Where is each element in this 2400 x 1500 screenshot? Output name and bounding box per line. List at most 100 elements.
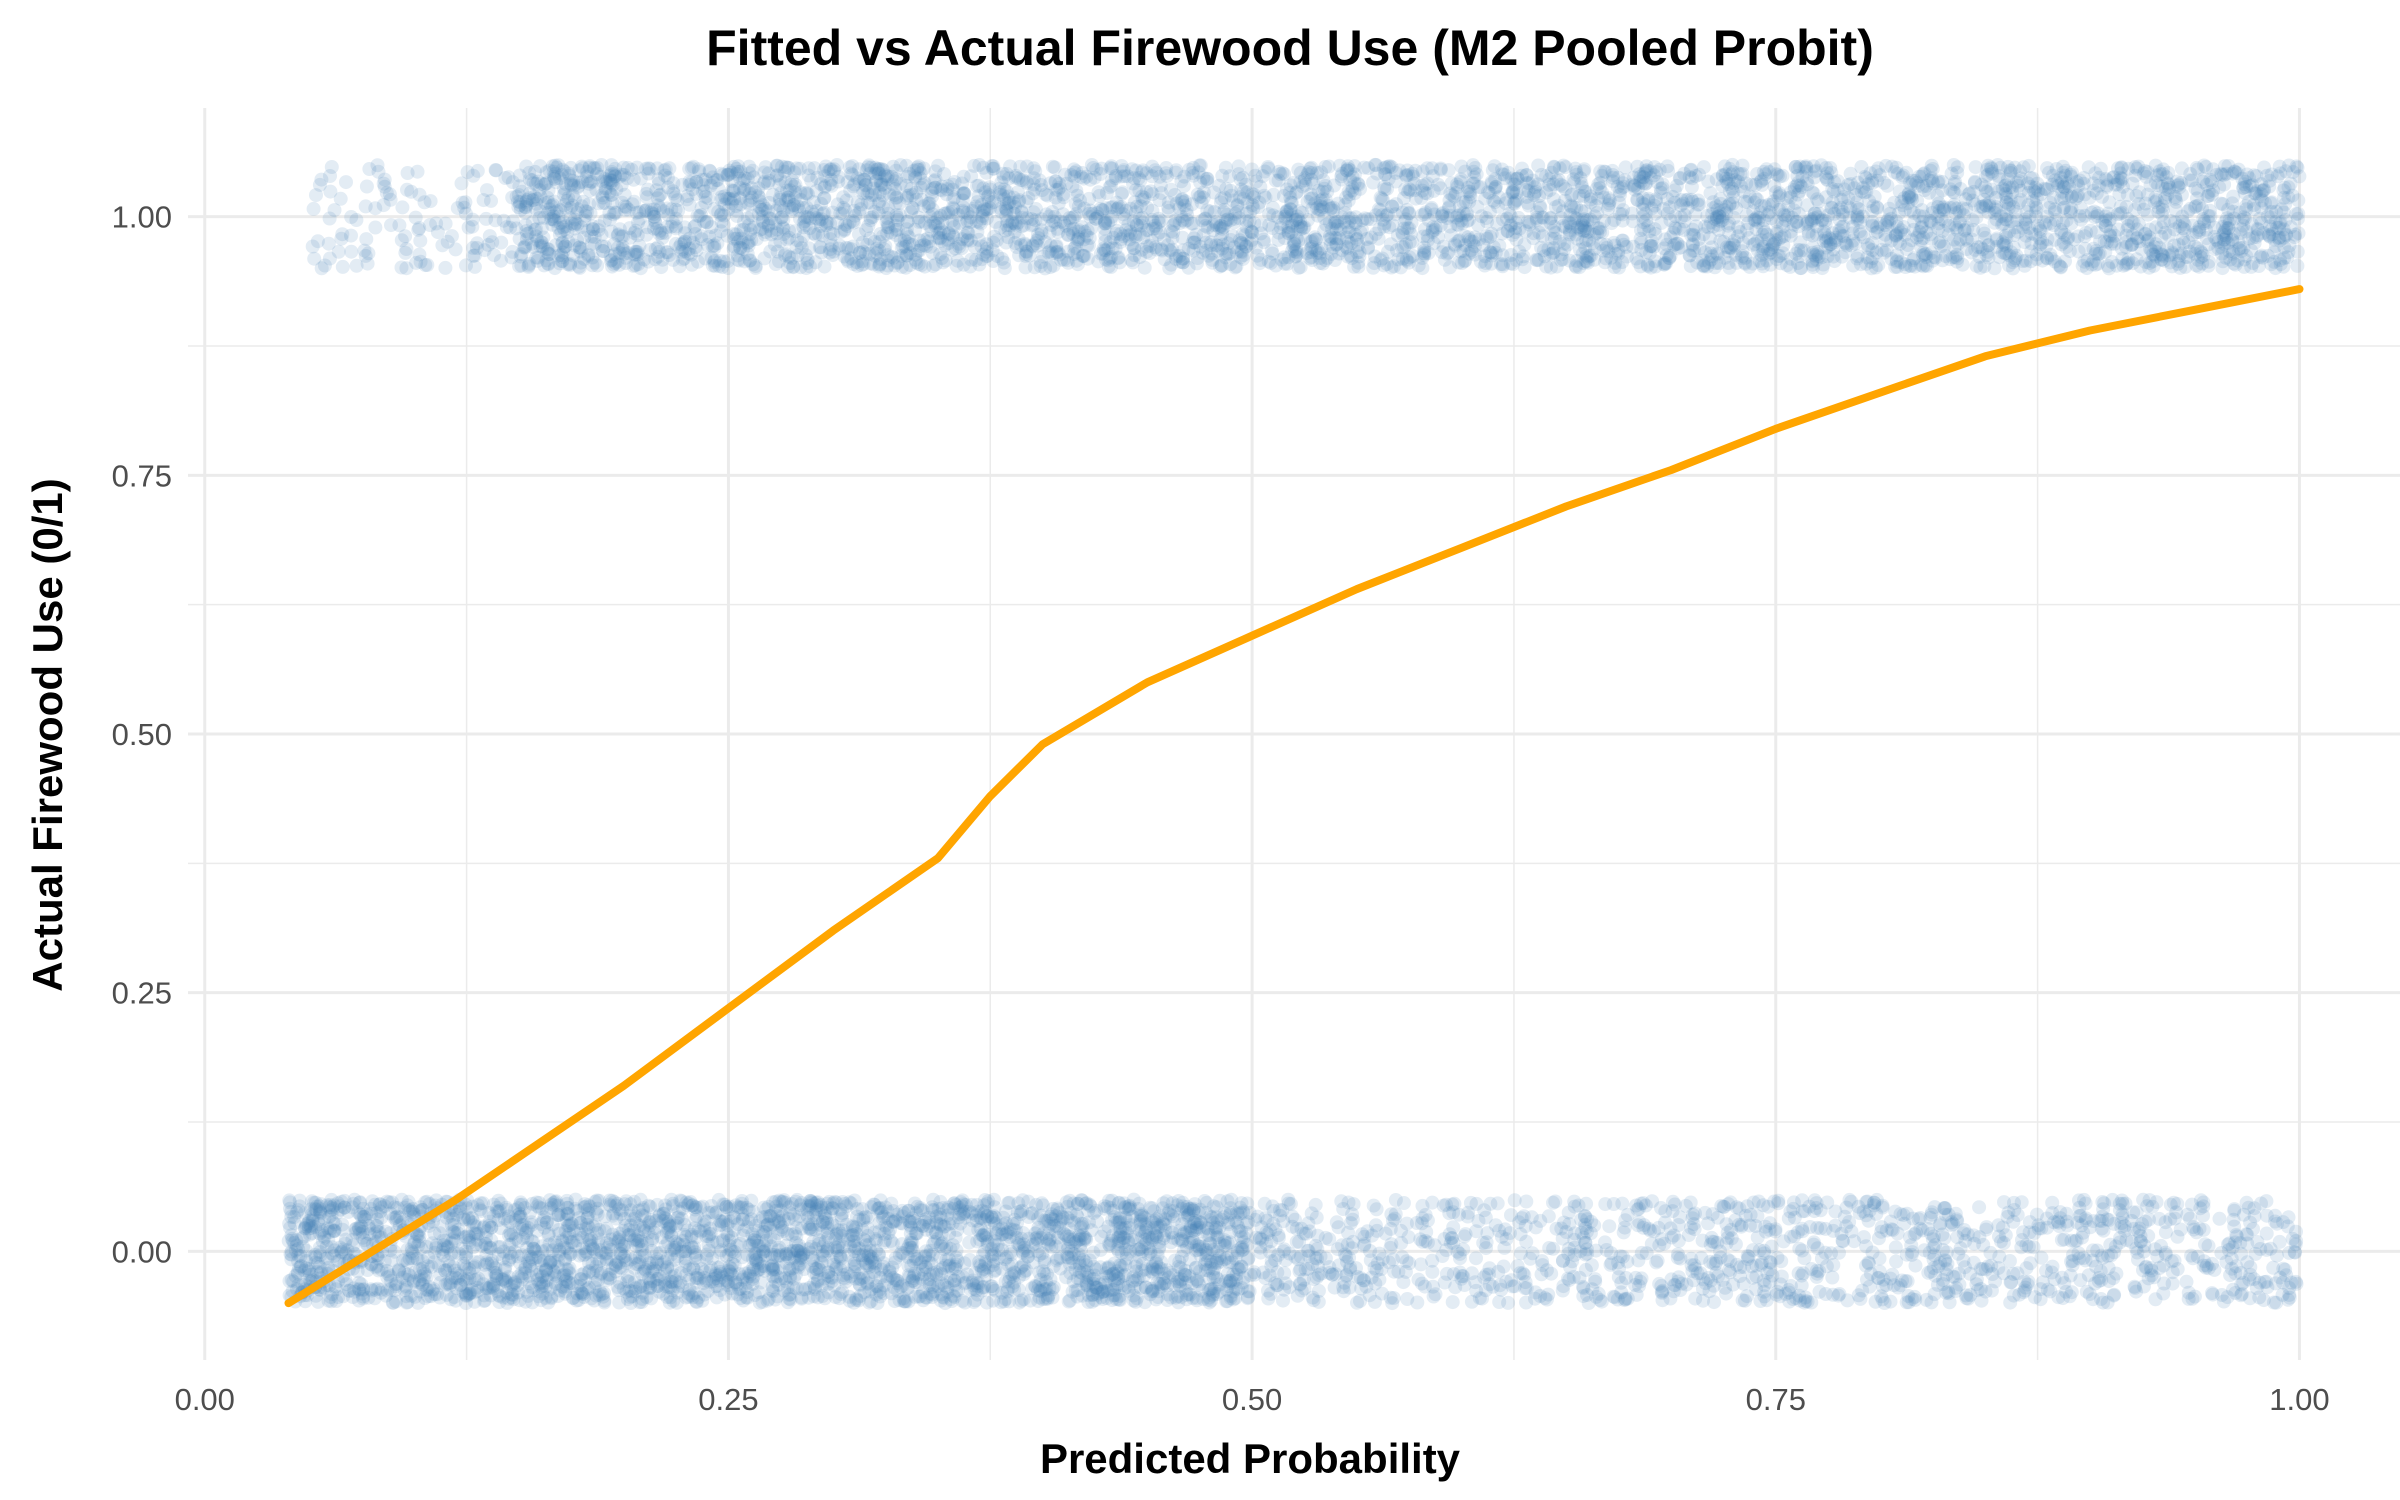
data-point: [593, 1267, 608, 1282]
data-point: [2184, 1248, 2199, 1263]
data-point: [561, 1263, 576, 1277]
data-point: [2126, 1205, 2141, 1220]
data-point: [2045, 1195, 2060, 1210]
data-point: [1654, 1284, 1669, 1299]
data-point: [2078, 1196, 2093, 1211]
data-point: [1695, 1233, 1710, 1248]
data-point: [896, 1246, 911, 1261]
data-point: [1548, 1194, 1563, 1209]
data-point: [374, 1282, 389, 1297]
data-point: [1050, 1201, 1065, 1216]
data-point: [1749, 1269, 1764, 1284]
data-point: [2158, 1245, 2173, 1260]
data-point: [1439, 1266, 1454, 1281]
data-point: [813, 1197, 828, 1212]
data-point: [1505, 1279, 1520, 1294]
data-point: [1095, 1284, 1110, 1299]
data-point: [670, 1216, 685, 1231]
data-point: [2088, 1276, 2102, 1291]
data-point: [2034, 1250, 2049, 1265]
data-point: [930, 1231, 945, 1246]
data-point: [306, 1208, 321, 1223]
data-point: [306, 1195, 321, 1210]
data-point: [1737, 1260, 1751, 1274]
data-point: [1200, 1263, 1215, 1278]
data-point: [1542, 1241, 1557, 1255]
data-point: [349, 1221, 364, 1236]
data-point: [1787, 1210, 1802, 1225]
points-layer: [281, 157, 2307, 1311]
data-point: [652, 1284, 667, 1299]
data-point: [2004, 1275, 2019, 1289]
data-point: [847, 1256, 862, 1271]
data-point: [1206, 1243, 1221, 1258]
data-point: [1862, 1256, 1876, 1271]
data-point: [1446, 1220, 1461, 1235]
data-point: [1004, 1267, 1019, 1282]
data-point: [1860, 1194, 1875, 1209]
data-point: [373, 1204, 388, 1219]
data-point: [1067, 1216, 1082, 1230]
data-point: [1212, 1251, 1227, 1265]
data-point: [2101, 1248, 2115, 1263]
data-point: [602, 1193, 617, 1208]
data-point: [418, 1195, 433, 1210]
data-point: [1497, 1240, 1512, 1255]
data-point: [1228, 1251, 1243, 1266]
data-point: [950, 1254, 965, 1268]
data-point: [1952, 1266, 1966, 1281]
data-point: [1457, 1278, 1472, 1292]
data-point: [532, 1195, 547, 1210]
data-point: [356, 1209, 371, 1224]
data-point: [1764, 1239, 1779, 1254]
data-point: [978, 1193, 993, 1207]
data-point: [1840, 1293, 1855, 1308]
data-point: [1128, 1294, 1143, 1309]
data-point: [2252, 1290, 2267, 1305]
data-point: [1294, 1221, 1309, 1236]
data-point: [356, 1291, 370, 1306]
data-point: [2081, 1268, 2096, 1283]
data-point: [644, 1243, 659, 1258]
data-point: [1738, 1208, 1753, 1223]
data-point: [402, 1268, 417, 1283]
data-point: [1034, 1231, 1049, 1245]
data-point: [1435, 1249, 1450, 1263]
data-point: [339, 175, 353, 190]
data-point: [948, 1230, 963, 1245]
data-point: [1073, 1273, 1088, 1288]
data-point: [2136, 1263, 2150, 1278]
data-point: [1991, 1218, 2006, 1233]
data-point: [566, 1290, 581, 1305]
data-point: [955, 1269, 970, 1284]
data-point: [1419, 1225, 1434, 1239]
data-point: [828, 1231, 843, 1246]
data-point: [2287, 1245, 2302, 1260]
data-point: [677, 1244, 692, 1259]
data-point: [1759, 1293, 1774, 1308]
data-point: [521, 1288, 536, 1303]
data-point: [1450, 1244, 1465, 1259]
data-point: [1771, 1193, 1786, 1208]
data-point: [804, 1222, 819, 1237]
data-point: [1938, 1201, 1953, 1215]
data-point: [507, 1276, 522, 1291]
data-point: [955, 1293, 970, 1308]
data-point: [632, 1234, 647, 1249]
data-point: [526, 1234, 540, 1249]
data-point: [501, 1228, 516, 1243]
data-point: [412, 1262, 427, 1277]
data-point: [666, 1293, 681, 1308]
data-point: [1598, 1197, 1613, 1212]
data-point: [551, 1198, 566, 1213]
data-point: [503, 1226, 518, 1241]
data-point: [1283, 1196, 1298, 1211]
data-point: [650, 1197, 665, 1212]
data-point: [1059, 1270, 1074, 1285]
data-point: [1687, 1222, 1702, 1237]
data-point: [1311, 1267, 1326, 1282]
data-point: [344, 244, 359, 259]
data-point: [1201, 1221, 1215, 1236]
data-point: [1504, 1208, 1518, 1223]
data-point: [1262, 1268, 1277, 1283]
